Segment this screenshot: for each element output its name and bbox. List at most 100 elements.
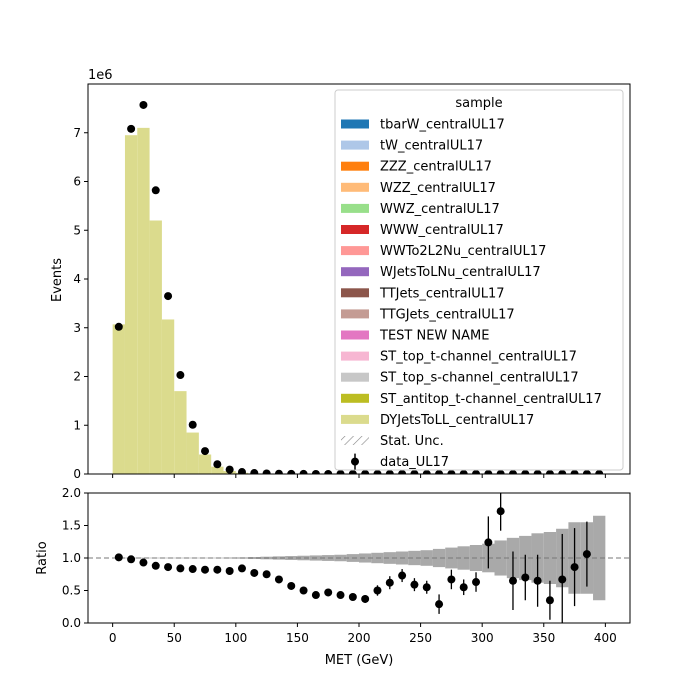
data-point bbox=[373, 469, 382, 474]
legend-swatch bbox=[341, 309, 369, 319]
legend-swatch bbox=[341, 225, 369, 234]
ratio-point bbox=[373, 586, 382, 595]
x-tick-label: 150 bbox=[286, 631, 309, 645]
ratio-point bbox=[484, 538, 493, 547]
ratio-point bbox=[508, 576, 517, 585]
ratio-point bbox=[299, 586, 308, 595]
x-tick-label: 350 bbox=[532, 631, 555, 645]
data-point bbox=[237, 468, 246, 474]
legend-swatch bbox=[341, 246, 369, 256]
ratio-point bbox=[558, 575, 567, 584]
top-y-axis-label: Events bbox=[50, 258, 65, 302]
ratio-point bbox=[176, 564, 185, 573]
ratio-point bbox=[311, 591, 320, 600]
data-point bbox=[472, 470, 481, 474]
y-tick-label: 7 bbox=[73, 126, 81, 140]
data-point bbox=[201, 447, 210, 456]
legend-swatch bbox=[341, 351, 369, 361]
stack-bar bbox=[186, 432, 199, 474]
data-point bbox=[299, 469, 308, 474]
legend-title: sample bbox=[455, 96, 502, 111]
ratio-y-ticks: 0.0 0.5 1.0 1.5 2.0 bbox=[62, 486, 88, 630]
legend-swatch bbox=[341, 288, 369, 298]
data-point bbox=[558, 470, 567, 474]
legend-label: WWZ_centralUL17 bbox=[380, 202, 500, 217]
legend-swatch bbox=[341, 330, 369, 340]
data-point bbox=[274, 469, 283, 474]
legend-label: data_UL17 bbox=[380, 455, 449, 470]
legend-label: tW_centralUL17 bbox=[380, 139, 483, 154]
top-y-ticks: 0 1 2 3 4 5 6 7 bbox=[73, 126, 88, 481]
legend-swatch bbox=[341, 267, 369, 277]
stack-bar bbox=[137, 127, 150, 474]
data-point bbox=[422, 469, 431, 474]
ratio-point bbox=[336, 591, 345, 600]
legend-label: Stat. Unc. bbox=[380, 434, 444, 449]
data-point bbox=[398, 469, 407, 474]
ratio-point bbox=[250, 568, 259, 577]
data-point bbox=[385, 469, 394, 474]
data-point bbox=[188, 420, 197, 429]
ratio-point bbox=[287, 581, 296, 590]
ratio-unc-bin bbox=[593, 515, 606, 601]
ratio-point bbox=[237, 564, 246, 573]
ratio-unc-bin bbox=[248, 557, 261, 559]
ratio-unc-bin bbox=[137, 557, 150, 559]
data-point bbox=[459, 470, 468, 474]
ratio-point bbox=[435, 600, 444, 609]
ratio-unc-bin bbox=[457, 546, 470, 570]
legend-label: ST_top_s-channel_centralUL17 bbox=[380, 371, 579, 386]
y-tick-label: 2 bbox=[73, 370, 81, 384]
legend-swatch bbox=[341, 119, 369, 129]
x-tick-label: 400 bbox=[594, 631, 617, 645]
data-point bbox=[164, 292, 173, 301]
stack-bar bbox=[124, 135, 138, 474]
data-point bbox=[225, 465, 234, 474]
data-point bbox=[496, 470, 505, 474]
data-point bbox=[213, 460, 222, 469]
data-point bbox=[287, 469, 296, 474]
ratio-unc-bin bbox=[198, 557, 212, 559]
legend-frame bbox=[334, 89, 624, 471]
legend-swatch-hatch bbox=[341, 436, 369, 445]
data-point bbox=[348, 469, 357, 474]
ratio-unc-bin bbox=[432, 548, 446, 568]
ratio-point bbox=[201, 565, 210, 574]
data-point bbox=[410, 469, 419, 474]
ratio-panel: 0.0 0.5 1.0 1.5 2.0 0 50 100 150 200 250 300 350 400… bbox=[35, 486, 631, 668]
ratio-point bbox=[114, 553, 123, 562]
ratio-point bbox=[225, 567, 234, 575]
legend-label: TTJets_centralUL17 bbox=[379, 286, 505, 301]
data-point bbox=[435, 470, 444, 474]
ratio-point bbox=[570, 563, 579, 572]
data-point bbox=[114, 322, 123, 331]
x-tick-label: 0 bbox=[109, 631, 117, 645]
stack-bar bbox=[211, 466, 224, 474]
ratio-point bbox=[348, 593, 357, 601]
stack-bar bbox=[198, 454, 212, 474]
ratio-point bbox=[361, 594, 370, 603]
ratio-points bbox=[114, 493, 591, 623]
y-tick-label: 0 bbox=[73, 467, 81, 481]
data-point bbox=[176, 371, 185, 380]
data-point bbox=[582, 470, 591, 474]
data-point bbox=[533, 470, 542, 474]
ratio-point bbox=[188, 565, 197, 574]
legend-marker bbox=[351, 457, 359, 466]
ratio-point bbox=[582, 550, 591, 559]
ratio-x-ticks: 0 50 100 150 200 250 300 350 400 bbox=[109, 623, 617, 645]
ratio-unc-bin bbox=[272, 556, 286, 560]
data-point bbox=[311, 469, 320, 474]
data-point bbox=[262, 469, 271, 474]
ratio-y-tick-label: 1.0 bbox=[62, 551, 81, 565]
ratio-point bbox=[496, 507, 505, 516]
stack-bar bbox=[161, 319, 175, 474]
y-tick-label: 3 bbox=[73, 321, 81, 335]
data-point bbox=[250, 469, 259, 474]
ratio-point bbox=[398, 571, 407, 580]
x-tick-label: 50 bbox=[167, 631, 182, 645]
data-point bbox=[127, 124, 136, 133]
ratio-point bbox=[545, 596, 554, 605]
ratio-point bbox=[127, 555, 136, 564]
ratio-y-tick-label: 2.0 bbox=[62, 486, 81, 500]
